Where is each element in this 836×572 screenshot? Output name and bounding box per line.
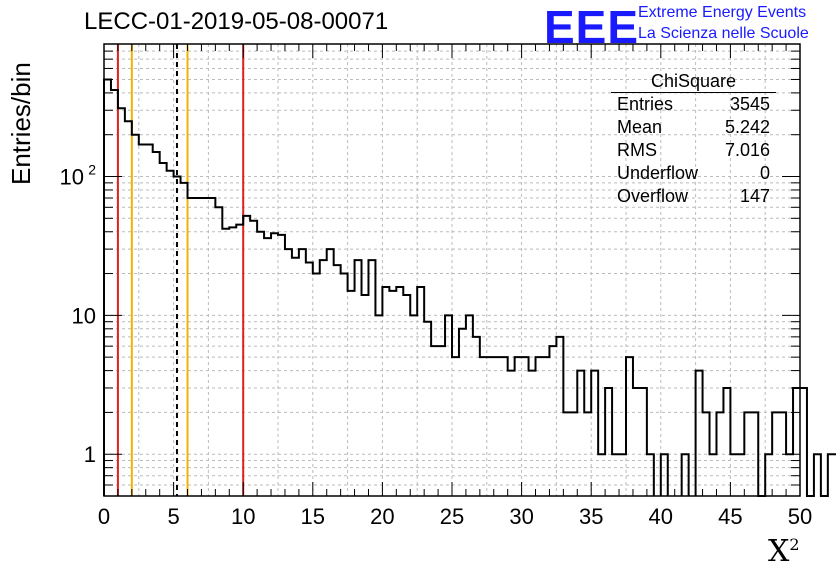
x-tick-label: 45 — [718, 504, 742, 529]
x-axis-label-superscript: 2 — [789, 535, 800, 554]
x-tick-label: 25 — [440, 504, 464, 529]
y-tick-label: 10 — [72, 303, 96, 328]
stats-label: Underflow — [617, 163, 699, 183]
stats-row-overflow: Overflow 147 — [611, 185, 776, 208]
y-tick-label: 10 — [60, 164, 84, 189]
stats-box: ChiSquare Entries 3545 Mean 5.242 RMS 7.016… — [611, 70, 776, 208]
x-tick-label: 30 — [509, 504, 533, 529]
stats-value: 7.016 — [724, 140, 770, 160]
logo-text-line1: Extreme Energy Events — [638, 4, 807, 21]
histogram-bins — [103, 78, 836, 497]
x-tick-label: 40 — [649, 504, 673, 529]
x-tick-label: 10 — [231, 504, 255, 529]
stats-label: Entries — [617, 94, 674, 114]
stats-row-rms: RMS 7.016 — [611, 139, 776, 162]
stats-title: ChiSquare — [611, 70, 776, 93]
stats-label: RMS — [617, 140, 657, 160]
stats-label: Overflow — [617, 186, 689, 206]
x-tick-label: 5 — [167, 504, 179, 529]
x-tick-label: 20 — [370, 504, 394, 529]
stats-row-underflow: Underflow 0 — [611, 162, 776, 185]
x-tick-label: 50 — [788, 504, 812, 529]
stats-value: 3545 — [729, 94, 770, 114]
stats-value: 5.242 — [724, 117, 770, 137]
stats-row-entries: Entries 3545 — [611, 93, 776, 116]
x-axis-label: X2 — [768, 534, 800, 569]
stats-value: 0 — [759, 163, 770, 183]
y-axis-label: Entries/bin — [6, 62, 36, 185]
y-tick-label-exponent: 2 — [88, 161, 96, 177]
x-tick-label: 0 — [98, 504, 110, 529]
x-tick-label: 35 — [579, 504, 603, 529]
stats-label: Mean — [617, 117, 663, 137]
x-axis-label-base: X — [768, 534, 790, 569]
x-tick-label: 15 — [301, 504, 325, 529]
logo-text-line2: La Scienza nelle Scuole — [638, 25, 809, 42]
stats-row-mean: Mean 5.242 — [611, 116, 776, 139]
stats-value: 147 — [739, 186, 770, 206]
chart-title: LECC-01-2019-05-08-00071 — [84, 8, 389, 35]
y-tick-label: 1 — [84, 442, 96, 467]
